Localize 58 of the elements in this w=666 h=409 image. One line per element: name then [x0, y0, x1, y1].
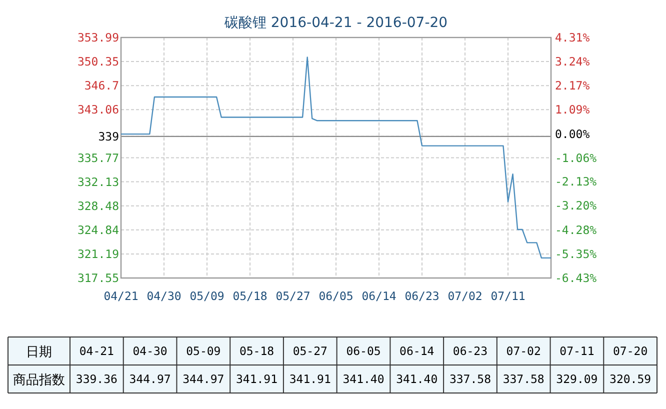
- y-tick-label: 317.55: [77, 271, 119, 285]
- data-label: 337.58: [449, 372, 492, 386]
- y2-tick-label: -2.13%: [555, 174, 597, 189]
- y2-tick-label: -6.43%: [555, 271, 597, 285]
- category-label: 07-02: [506, 344, 541, 358]
- x-tick-label: 05/09: [190, 289, 224, 303]
- category-label: 05-18: [239, 344, 274, 358]
- y2-tick-label: 3.24%: [555, 54, 590, 68]
- x-tick-label: 06/23: [404, 289, 440, 303]
- x-tick-label: 05/27: [276, 289, 310, 303]
- x-tick-label: 07/11: [490, 289, 526, 303]
- text: 日期: [26, 344, 52, 359]
- y-tick-label: 321.19: [77, 246, 120, 261]
- data-label: 341.91: [236, 372, 278, 386]
- y-tick-label: 346.7: [84, 78, 120, 93]
- x-tick-label: 05/18: [232, 289, 268, 303]
- y-tick-label: 335.77: [77, 150, 120, 165]
- y-tick-label: 332.13: [77, 174, 120, 189]
- chart-title: 碳酸锂 2016-04-21 - 2016-07-20: [223, 15, 448, 31]
- x-tick-label: 06/14: [362, 289, 396, 303]
- category-label: 07-11: [560, 344, 594, 358]
- data-label: 341.40: [342, 372, 384, 386]
- y2-tick-label: 2.17%: [555, 78, 590, 92]
- line-series: [120, 56, 552, 259]
- data-label: 344.97: [182, 372, 224, 386]
- category-label: 05-27: [292, 344, 328, 358]
- category-label: 04-21: [79, 344, 114, 358]
- y-tick-label: 324.84: [77, 222, 120, 237]
- data-label: 320.59: [610, 372, 652, 386]
- y-tick-label: 350.35: [77, 54, 119, 69]
- y2-tick-label: 1.09%: [555, 102, 590, 117]
- data-label: 337.58: [502, 372, 544, 386]
- y2-tick-label: -4.28%: [555, 222, 597, 237]
- x-tick-label: 04/30: [146, 289, 182, 303]
- x-tick-label: 07/02: [448, 289, 482, 303]
- y2-tick-label: -1.06%: [555, 150, 597, 165]
- category-label: 06-05: [346, 344, 381, 358]
- data-label: 339.36: [76, 372, 118, 386]
- category-label: 07-20: [613, 344, 648, 358]
- data-label: 344.97: [129, 372, 171, 386]
- text: 商品指数: [13, 372, 65, 387]
- y2-tick-label: 0.00%: [555, 127, 590, 142]
- y-tick-label: 353.99: [77, 30, 120, 44]
- category-label: 05-09: [186, 344, 221, 358]
- y2-tick-label: -5.35%: [555, 246, 597, 261]
- data-label: 329.09: [556, 372, 598, 386]
- x-tick-label: 04/21: [104, 289, 138, 303]
- category-label: 04-30: [132, 344, 168, 358]
- data-label: 341.91: [289, 372, 331, 386]
- y-tick-label: 339: [98, 129, 120, 144]
- y-tick-label: 343.06: [77, 102, 120, 117]
- y2-tick-label: -3.20%: [555, 198, 597, 213]
- x-tick-label: 06/05: [318, 289, 354, 303]
- y-tick-label: 328.48: [77, 198, 120, 213]
- category-label: 06-14: [400, 344, 434, 358]
- y2-tick-label: 4.31%: [555, 30, 590, 44]
- category-label: 06-23: [452, 344, 488, 358]
- data-label: 341.40: [396, 372, 438, 386]
